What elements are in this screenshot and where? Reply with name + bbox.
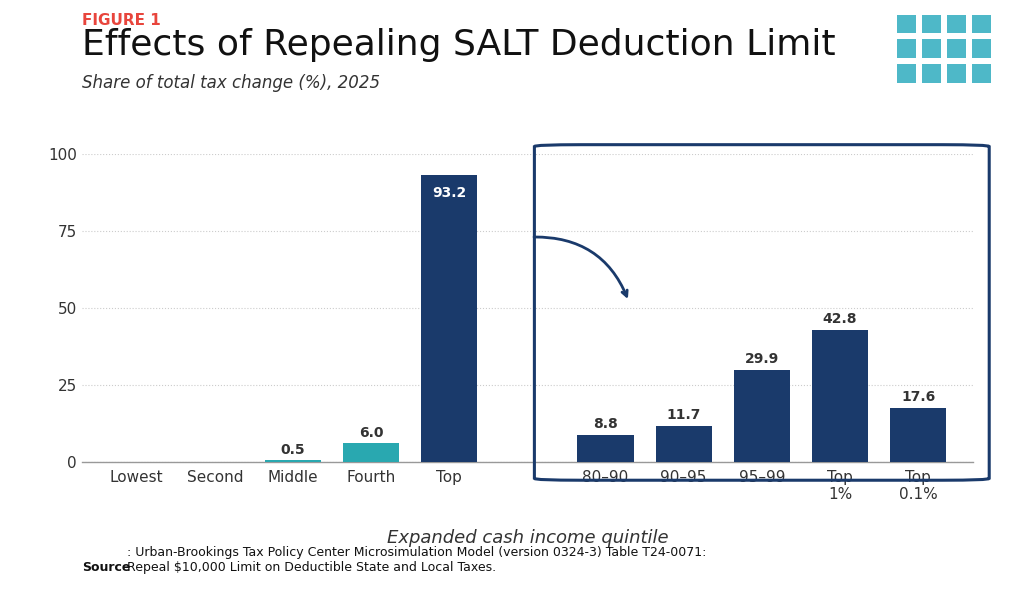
Bar	[897, 40, 916, 58]
Text: 29.9: 29.9	[744, 352, 779, 366]
Text: 42.8: 42.8	[822, 313, 857, 326]
Bar	[972, 40, 991, 58]
Bar	[923, 40, 941, 58]
Bar	[578, 435, 634, 462]
Bar	[972, 64, 991, 83]
Text: Expanded cash income quintile: Expanded cash income quintile	[386, 529, 669, 548]
Bar	[947, 40, 966, 58]
Text: 8.8: 8.8	[593, 417, 617, 431]
Bar	[890, 407, 946, 462]
Bar	[923, 15, 941, 33]
Text: Effects of Repealing SALT Deduction Limit: Effects of Repealing SALT Deduction Limi…	[82, 28, 836, 62]
Bar	[421, 175, 477, 462]
Text: 93.2: 93.2	[432, 186, 466, 200]
Bar	[265, 460, 322, 462]
Text: TPC: TPC	[911, 90, 977, 119]
Bar	[343, 443, 399, 462]
Bar	[897, 64, 916, 83]
Bar	[923, 64, 941, 83]
Text: : Urban-Brookings Tax Policy Center Microsimulation Model (version 0324-3) Table: : Urban-Brookings Tax Policy Center Micr…	[127, 546, 707, 574]
Bar	[947, 15, 966, 33]
Text: 0.5: 0.5	[281, 443, 305, 456]
Bar	[897, 15, 916, 33]
Bar	[972, 15, 991, 33]
Bar	[655, 426, 712, 462]
Bar	[733, 370, 790, 462]
Text: 11.7: 11.7	[667, 408, 700, 422]
Text: Source: Source	[82, 561, 130, 574]
Text: FIGURE 1: FIGURE 1	[82, 13, 161, 28]
Text: Share of total tax change (%), 2025: Share of total tax change (%), 2025	[82, 74, 380, 92]
Bar	[812, 330, 868, 462]
Bar	[947, 64, 966, 83]
Text: 6.0: 6.0	[358, 426, 383, 440]
Text: 17.6: 17.6	[901, 390, 935, 404]
